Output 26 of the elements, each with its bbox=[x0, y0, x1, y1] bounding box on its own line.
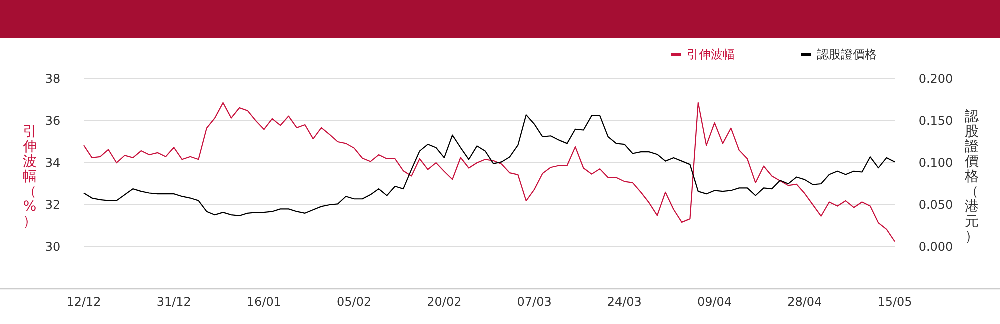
x-tick-label: 15/05 bbox=[878, 295, 912, 309]
y2-tick-label: 0.100 bbox=[918, 156, 954, 170]
legend-label: 引伸波幅 bbox=[687, 48, 735, 62]
y-tick-label: 34 bbox=[45, 156, 61, 170]
y-axis-title: 引伸波幅（%） bbox=[22, 124, 37, 230]
x-tick-label: 31/12 bbox=[156, 295, 192, 309]
y-tick-label: 30 bbox=[45, 240, 61, 254]
x-tick-label: 16/01 bbox=[246, 295, 282, 309]
y-tick-label: 38 bbox=[45, 72, 61, 86]
y-tick-label: 32 bbox=[45, 198, 61, 212]
legend-label: 認股證價格 bbox=[817, 48, 877, 62]
x-tick-label: 20/02 bbox=[427, 295, 462, 309]
y-tick-label: 36 bbox=[45, 114, 61, 128]
y2-tick-label: 0.000 bbox=[918, 240, 954, 254]
x-tick-label: 24/03 bbox=[607, 295, 642, 309]
x-tick-label: 09/04 bbox=[697, 295, 732, 309]
x-tick-label: 28/04 bbox=[788, 295, 822, 309]
y2-tick-label: 0.150 bbox=[918, 114, 954, 128]
x-tick-label: 05/02 bbox=[337, 295, 372, 309]
line-series bbox=[83, 102, 896, 242]
line-series bbox=[83, 114, 896, 216]
y2-tick-label: 0.050 bbox=[918, 198, 954, 212]
x-tick-label: 12/12 bbox=[66, 295, 102, 309]
y2-tick-label: 0.200 bbox=[918, 72, 954, 86]
text: 認股證價格（港元） bbox=[965, 108, 979, 245]
x-tick-label: 07/03 bbox=[517, 295, 552, 309]
